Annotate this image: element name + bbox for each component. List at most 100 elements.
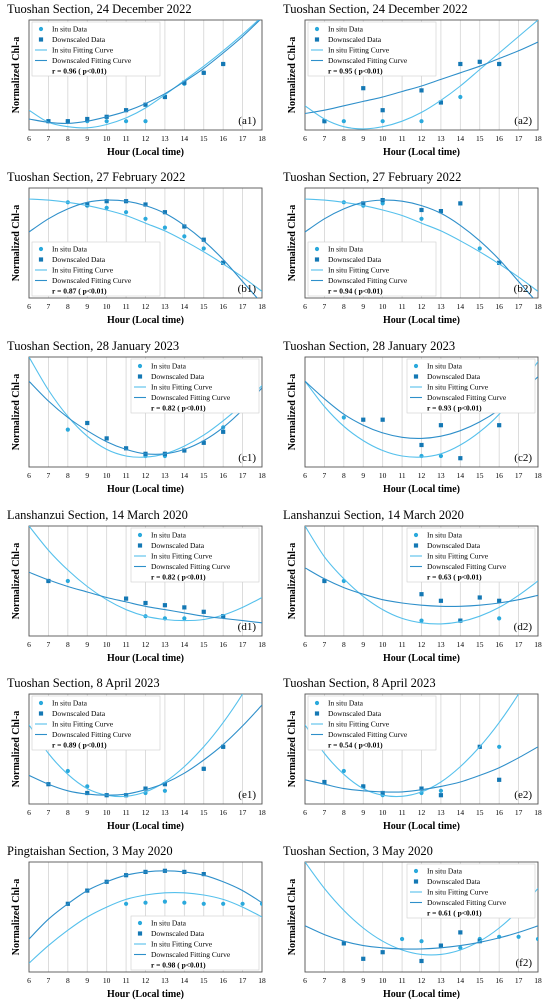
in-situ-point — [65, 578, 70, 584]
in-situ-point — [380, 119, 385, 124]
x-tick-label: 9 — [85, 640, 89, 649]
x-tick-label: 15 — [476, 640, 484, 649]
plot-area — [29, 198, 262, 298]
y-axis-label: Normalized Chl-a — [287, 711, 298, 787]
x-tick-label: 12 — [142, 302, 150, 311]
x-tick-label: 16 — [219, 976, 227, 985]
x-tick-label: 6 — [303, 302, 307, 311]
panel-label: (e2) — [514, 789, 532, 801]
downscaled-point — [182, 80, 187, 85]
downscaled-point — [162, 603, 168, 608]
y-axis-label: Normalized Chl-a — [287, 37, 298, 113]
downscaled-point — [458, 456, 463, 461]
downscaled-point — [380, 108, 385, 113]
legend-label: In situ Data — [52, 25, 88, 34]
downscaled-point — [221, 61, 226, 67]
x-tick-label: 16 — [495, 302, 503, 311]
in-situ-point — [182, 234, 187, 239]
x-tick-label: 8 — [342, 471, 346, 480]
plot-area — [29, 357, 262, 459]
legend-marker-square — [137, 543, 143, 548]
legend-label: In situ Fitting Curve — [151, 552, 213, 561]
legend-marker-square — [38, 257, 44, 262]
downscaled-point — [182, 605, 187, 610]
axes-frame — [28, 19, 263, 131]
downscaled-point — [162, 94, 168, 100]
downscaled-point — [458, 61, 463, 67]
downscaled-point — [143, 202, 148, 207]
downscaled-point — [182, 224, 187, 229]
axes-frame — [304, 356, 539, 468]
x-tick-label: 16 — [219, 134, 227, 143]
in-situ-point — [182, 616, 187, 621]
legend-label: Downscaled Data — [427, 877, 481, 886]
legend-marker-circle — [137, 363, 143, 369]
legend-label: Downscaled Fitting Curve — [328, 56, 408, 65]
x-tick-label: 10 — [379, 808, 387, 817]
legend-label: In situ Fitting Curve — [151, 383, 213, 392]
x-axis-label: Hour (Local time) — [383, 147, 460, 158]
x-tick-label: 16 — [495, 471, 503, 480]
x-tick-label: 8 — [66, 471, 70, 480]
x-tick-label: 9 — [85, 976, 89, 985]
axes-frame — [28, 693, 263, 805]
downscaled-point — [497, 598, 502, 603]
fit-curve — [29, 526, 262, 622]
legend-label: In situ Fitting Curve — [427, 888, 489, 897]
fit-curve — [305, 361, 538, 458]
x-tick-label: 15 — [200, 808, 208, 817]
in-situ-point — [162, 225, 168, 230]
downscaled-point — [104, 436, 109, 441]
downscaled-point — [143, 786, 148, 791]
x-tick-label: 8 — [66, 134, 70, 143]
x-tick-label: 7 — [323, 640, 327, 649]
correlation-annotation: r = 0.89 ( p<0.01) — [52, 741, 107, 750]
fit-curve — [305, 567, 538, 607]
x-tick-label: 11 — [122, 471, 129, 480]
x-tick-label: 11 — [122, 134, 129, 143]
downscaled-point — [46, 578, 51, 584]
legend-label: In situ Fitting Curve — [52, 266, 114, 275]
legend-marker-circle — [137, 920, 143, 926]
in-situ-point — [240, 901, 245, 906]
chart-panel: Tuoshan Section, 27 February 2022 6 7 8 9 10 1… — [7, 170, 266, 326]
plot-area — [305, 20, 538, 130]
x-tick-label: 15 — [476, 302, 484, 311]
panel-label: (e1) — [238, 789, 256, 801]
downscaled-point — [419, 786, 424, 791]
x-axis-label: Hour (Local time) — [107, 315, 184, 326]
downscaled-point — [438, 209, 444, 214]
in-situ-point — [104, 119, 109, 124]
chart-title: Tuoshan Section, 8 April 2023 — [7, 676, 160, 690]
legend-label: In situ Data — [427, 867, 463, 876]
x-tick-label: 7 — [47, 640, 51, 649]
fit-curve — [305, 20, 538, 130]
x-tick-label: 15 — [200, 640, 208, 649]
x-tick-label: 11 — [398, 640, 405, 649]
fit-curve — [305, 694, 520, 798]
plot-area — [29, 20, 261, 129]
legend-label: In situ Data — [52, 699, 88, 708]
downscaled-point — [201, 70, 206, 75]
x-tick-label: 14 — [181, 471, 189, 480]
x-tick-label: 14 — [181, 134, 189, 143]
legend-label: Downscaled Fitting Curve — [151, 393, 231, 402]
downscaled-point — [162, 210, 168, 215]
downscaled-point — [221, 614, 226, 619]
x-tick-label: 10 — [103, 976, 111, 985]
legend-label: In situ Fitting Curve — [427, 552, 489, 561]
in-situ-point — [341, 768, 346, 774]
x-tick-label: 6 — [27, 976, 31, 985]
in-situ-point — [458, 94, 463, 100]
x-tick-label: 15 — [476, 808, 484, 817]
x-tick-label: 17 — [239, 134, 247, 143]
downscaled-point — [438, 423, 444, 428]
downscaled-point — [438, 100, 444, 105]
legend-box — [307, 241, 437, 297]
downscaled-point — [104, 199, 109, 204]
x-tick-label: 14 — [457, 302, 465, 311]
in-situ-point — [380, 201, 385, 206]
correlation-annotation: r = 0.94 ( p<0.01) — [328, 287, 383, 296]
legend-box — [130, 527, 260, 583]
